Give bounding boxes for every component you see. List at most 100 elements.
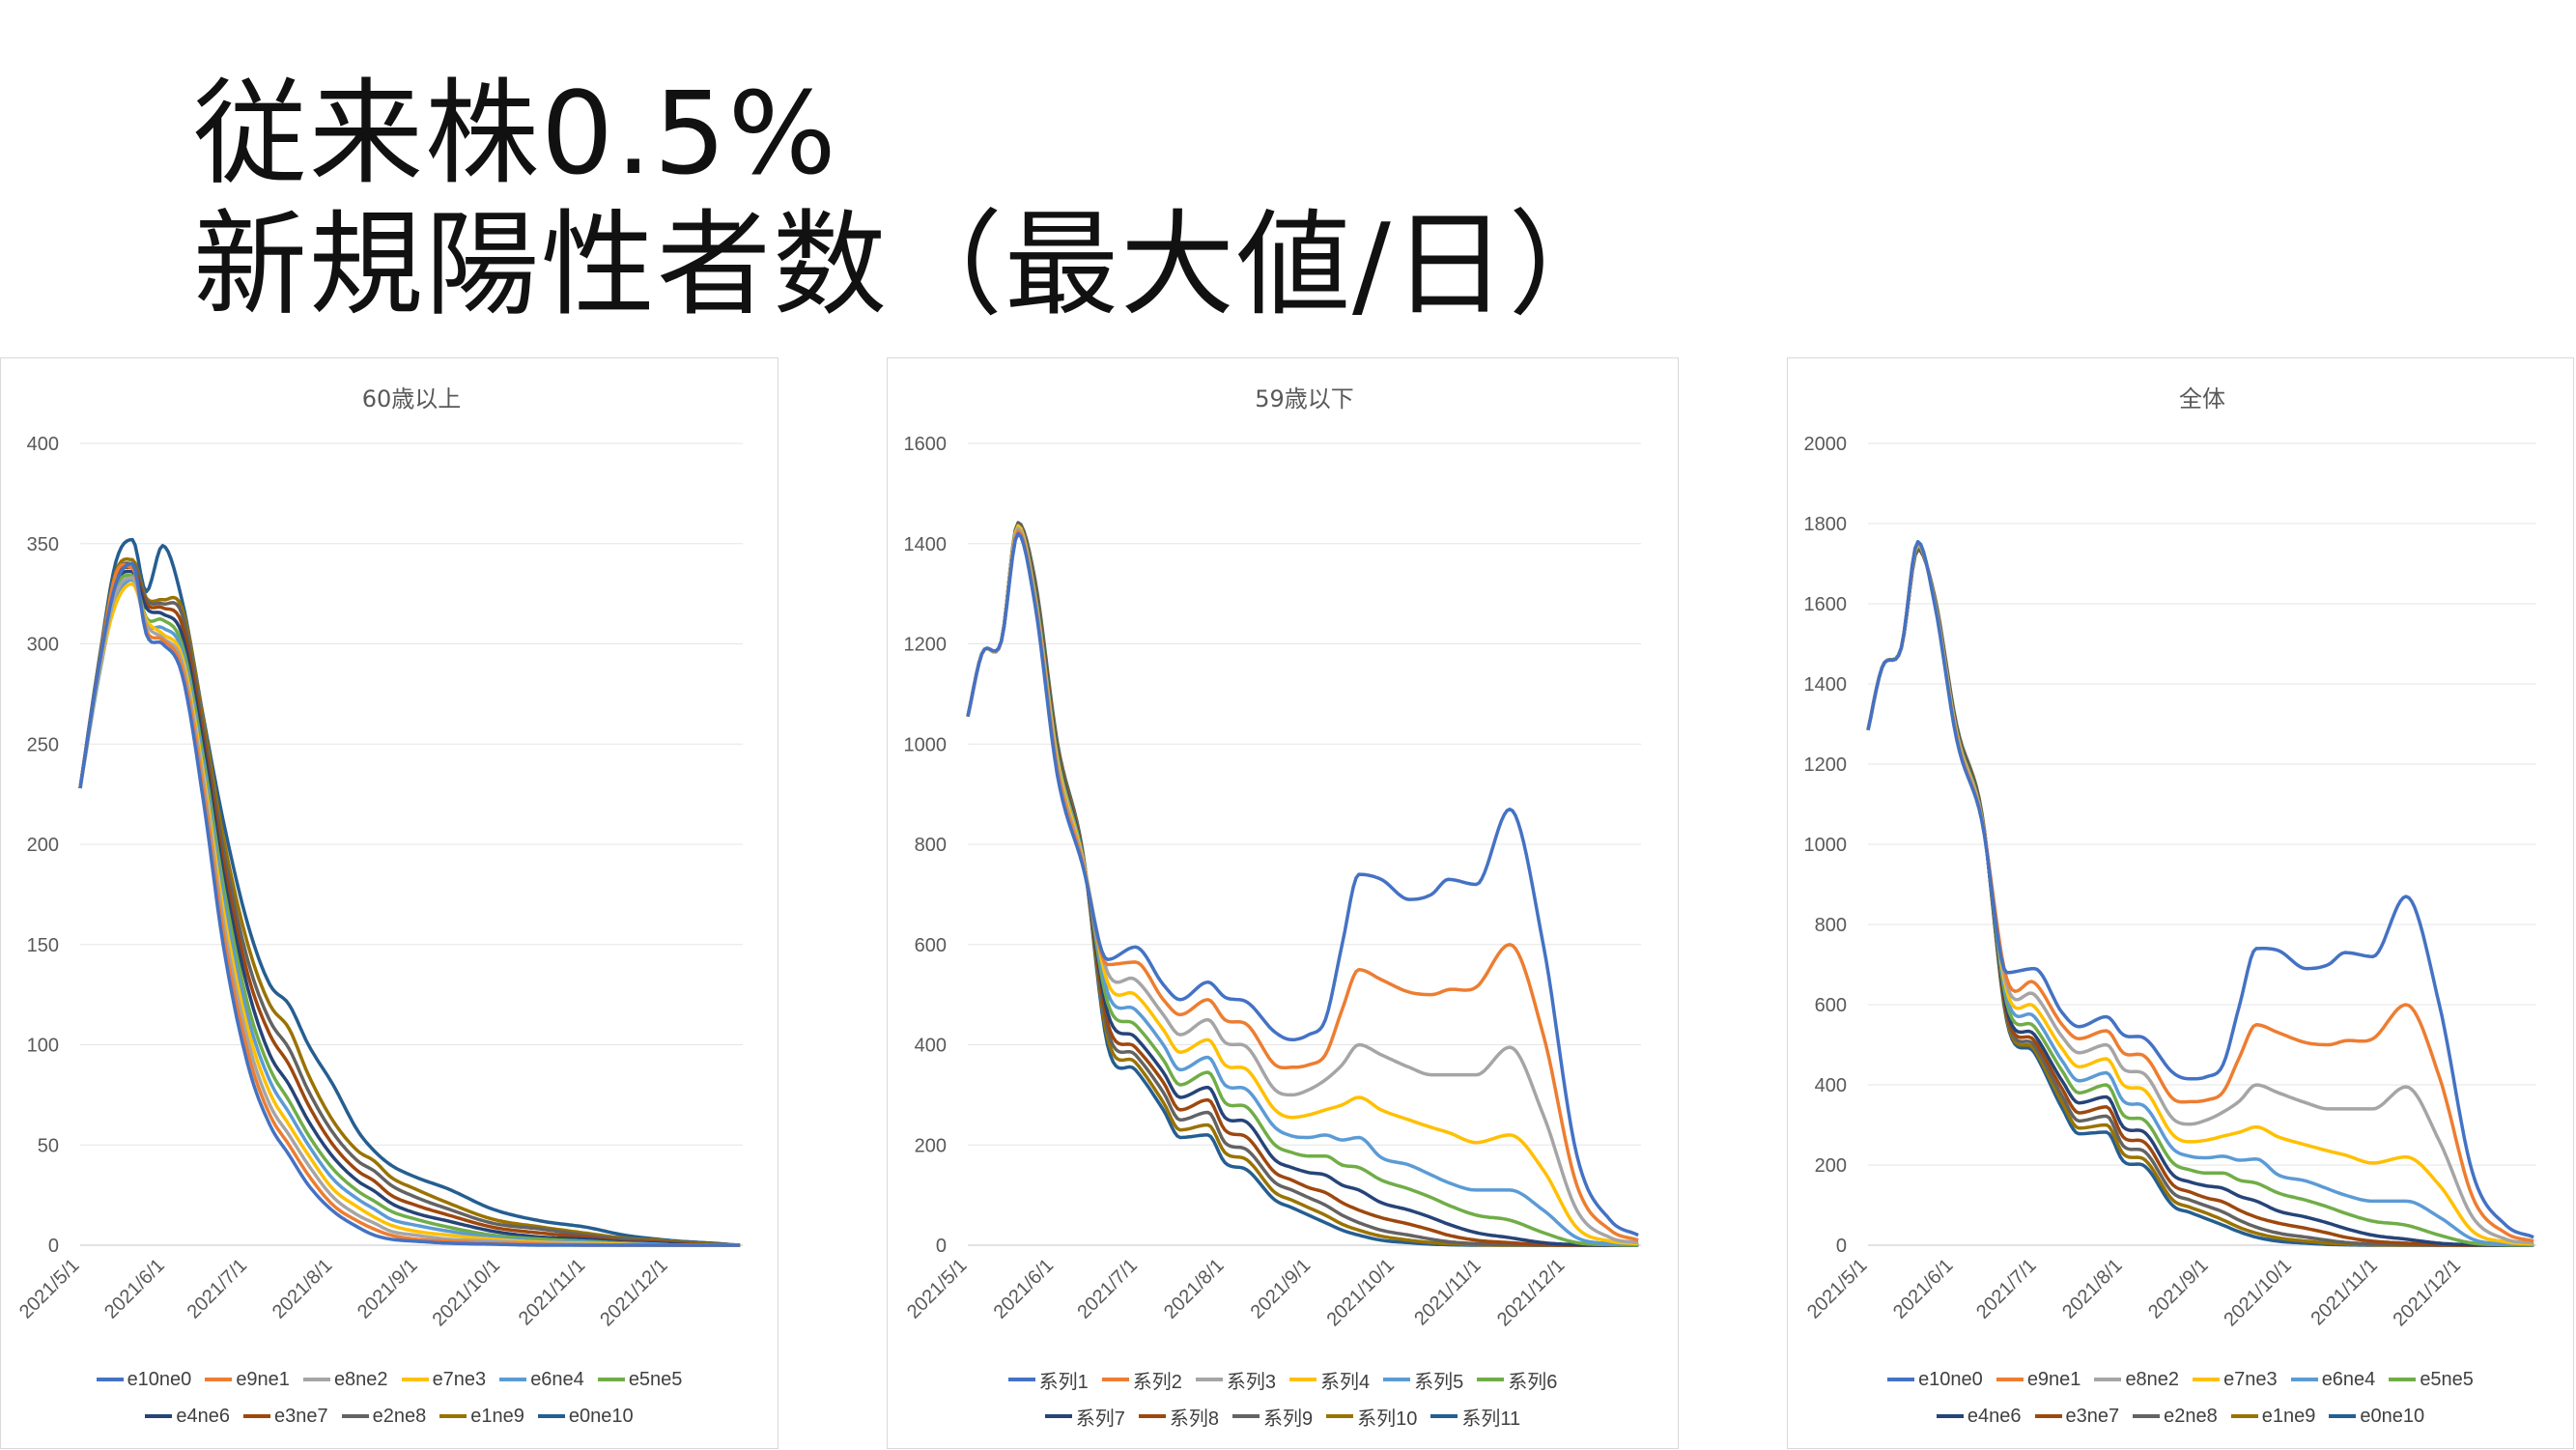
y-tick-label: 0: [1836, 1236, 1847, 1257]
x-tick-label: 2021/6/1: [100, 1255, 169, 1323]
legend-row: e4ne6 e3ne7 e2ne8 e1ne9 e0ne10: [1, 1398, 778, 1435]
series-line: [1866, 541, 2534, 1245]
legend-item: e0ne10: [2329, 1406, 2424, 1428]
legend-swatch: [1887, 1378, 1915, 1381]
legend-item: e0ne10: [537, 1405, 634, 1428]
x-tick-label: 2021/7/1: [184, 1255, 252, 1323]
legend-item: e5ne5: [597, 1369, 682, 1391]
legend-label: e3ne7: [2065, 1405, 2120, 1427]
x-tick-label: 2021/12/1: [2390, 1255, 2465, 1330]
legend-item: e7ne3: [401, 1369, 486, 1391]
y-tick-label: 100: [27, 1036, 59, 1057]
legend-label: 系列10: [1357, 1407, 1418, 1430]
x-tick-label: 2021/7/1: [1073, 1255, 1142, 1323]
y-tick-label: 200: [915, 1135, 947, 1156]
legend-swatch: [1289, 1378, 1316, 1381]
y-tick-label: 800: [915, 835, 947, 856]
legend-item: 系列10: [1326, 1403, 1417, 1431]
series-line: [1866, 540, 2534, 1243]
legend-label: e4ne6: [176, 1405, 230, 1427]
legend-label: 系列2: [1132, 1371, 1182, 1393]
x-tick-label: 2021/5/1: [15, 1255, 84, 1323]
legend-label: 系列3: [1226, 1371, 1276, 1393]
legend-label: e10ne0: [127, 1368, 192, 1390]
x-tick-label: 2021/10/1: [1323, 1255, 1399, 1330]
legend-item: 系列11: [1430, 1403, 1520, 1431]
legend-label: e0ne10: [568, 1405, 634, 1427]
legend-label: 系列1: [1038, 1371, 1089, 1393]
series-line: [966, 529, 1639, 1242]
legend-swatch: [341, 1414, 369, 1418]
chart-legend: e10ne0 e9ne1 e8ne2 e7ne3 e6ne4 e5ne5 e4ne6 e3ne…: [1788, 1361, 2573, 1435]
y-tick-label: 600: [915, 935, 947, 956]
legend-row: 系列7 系列8 系列9 系列10 系列11: [888, 1398, 1678, 1435]
chart-legend: e10ne0 e9ne1 e8ne2 e7ne3 e6ne4 e5ne5 e4ne6 e3ne…: [1, 1361, 778, 1435]
legend-swatch: [2230, 1414, 2258, 1418]
legend-label: e7ne3: [2223, 1368, 2278, 1390]
series-line: [966, 531, 1639, 1237]
legend-label: 系列11: [1461, 1407, 1521, 1430]
legend-swatch: [1996, 1378, 2024, 1381]
x-tick-label: 2021/12/1: [596, 1255, 671, 1330]
legend-swatch: [96, 1378, 124, 1381]
legend-item: e10ne0: [96, 1368, 192, 1391]
x-tick-label: 2021/6/1: [990, 1255, 1059, 1323]
legend-swatch: [2193, 1378, 2221, 1381]
chart-title: 59歳以下: [1255, 385, 1354, 412]
legend-item: e1ne9: [2230, 1406, 2315, 1428]
legend-label: e6ne4: [530, 1368, 584, 1390]
legend-swatch: [145, 1414, 173, 1418]
series-line: [966, 526, 1639, 1245]
legend-swatch: [1138, 1414, 1166, 1418]
y-tick-label: 0: [936, 1236, 947, 1257]
series-line: [78, 582, 741, 1247]
y-tick-label: 0: [48, 1236, 59, 1257]
legend-swatch: [2094, 1378, 2122, 1381]
legend-item: e1ne9: [439, 1406, 524, 1428]
series-line: [1866, 539, 2534, 1239]
legend-swatch: [1383, 1378, 1411, 1381]
y-tick-label: 250: [27, 734, 59, 755]
legend-swatch: [1195, 1378, 1223, 1381]
chart-title: 60歳以上: [362, 385, 462, 412]
legend-swatch: [597, 1378, 625, 1381]
legend-item: e6ne4: [499, 1369, 584, 1391]
legend-swatch: [1430, 1414, 1458, 1418]
legend-label: 系列7: [1075, 1407, 1125, 1430]
y-tick-label: 300: [27, 635, 59, 656]
legend-item: 系列6: [1477, 1366, 1557, 1394]
legend-swatch: [499, 1378, 527, 1381]
legend-item: e2ne8: [341, 1405, 427, 1428]
legend-item: 系列1: [1007, 1366, 1089, 1394]
series-line: [1866, 542, 2534, 1246]
legend-label: e6ne4: [2321, 1368, 2376, 1390]
series-line: [78, 561, 741, 1247]
x-tick-label: 2021/10/1: [429, 1255, 504, 1330]
legend-swatch: [1477, 1378, 1505, 1381]
legend-swatch: [1044, 1414, 1072, 1418]
legend-swatch: [1326, 1414, 1354, 1418]
legend-swatch: [2389, 1378, 2417, 1381]
legend-item: 系列4: [1289, 1366, 1370, 1394]
legend-item: 系列9: [1232, 1403, 1313, 1431]
legend-item: e8ne2: [302, 1368, 388, 1391]
legend-item: 系列7: [1044, 1403, 1125, 1431]
legend-item: e4ne6: [145, 1406, 230, 1428]
x-tick-label: 2021/5/1: [1803, 1255, 1872, 1323]
legend-swatch: [537, 1414, 565, 1418]
legend-label: e8ne2: [333, 1368, 388, 1390]
legend-swatch: [1936, 1414, 1964, 1418]
legend-item: e2ne8: [2133, 1406, 2218, 1428]
legend-item: e7ne3: [2193, 1369, 2278, 1391]
legend-swatch: [1232, 1414, 1260, 1418]
x-tick-label: 2021/8/1: [1160, 1255, 1229, 1323]
legend-label: e2ne8: [372, 1405, 427, 1427]
legend-item: 系列5: [1383, 1366, 1463, 1394]
legend-item: e4ne6: [1936, 1406, 2022, 1428]
series-line: [966, 524, 1639, 1247]
y-tick-label: 50: [38, 1135, 59, 1156]
x-tick-label: 2021/11/1: [515, 1255, 589, 1329]
chart-title: 全体: [2179, 385, 2225, 412]
x-tick-label: 2021/12/1: [1493, 1255, 1569, 1330]
x-tick-label: 2021/5/1: [903, 1255, 972, 1323]
